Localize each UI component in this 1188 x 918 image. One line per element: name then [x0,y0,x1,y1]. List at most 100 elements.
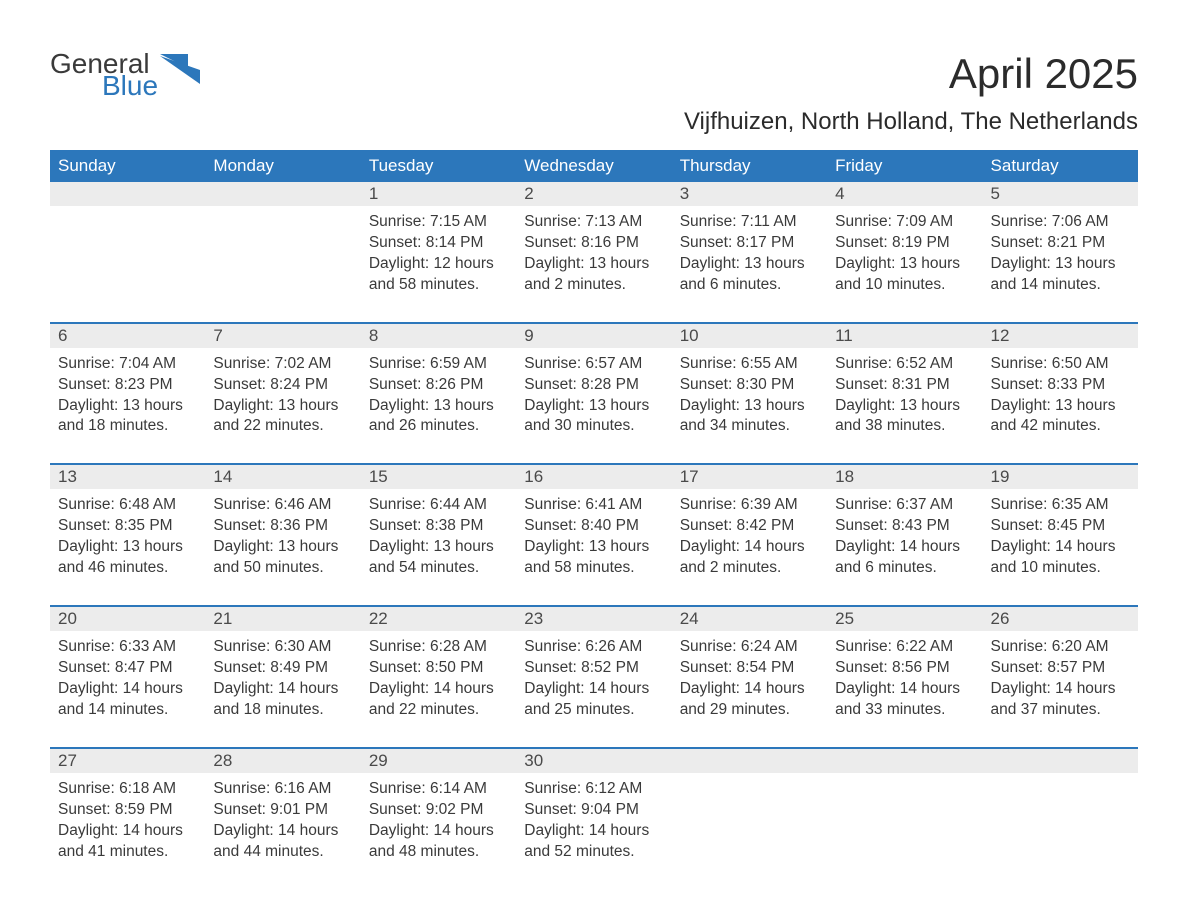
day-cell: Sunrise: 6:14 AMSunset: 9:02 PMDaylight:… [361,773,516,875]
brand-logo: General Blue [50,50,206,100]
sunrise-text: Sunrise: 7:13 AM [524,212,663,233]
day-number: 2 [516,182,671,206]
day-number-row: 6789101112 [50,323,1138,348]
day-number-row: 20212223242526 [50,606,1138,631]
calendar-table: Sunday Monday Tuesday Wednesday Thursday… [50,150,1138,874]
sunrise-text: Sunrise: 6:12 AM [524,779,663,800]
day-number: 1 [361,182,516,206]
daylight-text: Daylight: 14 hours and 33 minutes. [835,679,974,721]
daylight-text: Daylight: 13 hours and 34 minutes. [680,396,819,438]
daylight-text: Daylight: 13 hours and 26 minutes. [369,396,508,438]
day-cell: Sunrise: 6:16 AMSunset: 9:01 PMDaylight:… [205,773,360,875]
day-number: 5 [983,182,1138,206]
page-header: General Blue April 2025 [50,50,1138,100]
day-number-row: 13141516171819 [50,464,1138,489]
day-cell [50,206,205,323]
sunset-text: Sunset: 9:02 PM [369,800,508,821]
weekday-header: Tuesday [361,150,516,182]
day-cell: Sunrise: 6:44 AMSunset: 8:38 PMDaylight:… [361,489,516,606]
sunset-text: Sunset: 8:14 PM [369,233,508,254]
sunset-text: Sunset: 8:31 PM [835,375,974,396]
sunset-text: Sunset: 8:38 PM [369,516,508,537]
daylight-text: Daylight: 13 hours and 42 minutes. [991,396,1130,438]
sunrise-text: Sunrise: 6:30 AM [213,637,352,658]
daylight-text: Daylight: 14 hours and 22 minutes. [369,679,508,721]
sunset-text: Sunset: 8:50 PM [369,658,508,679]
daylight-text: Daylight: 13 hours and 14 minutes. [991,254,1130,296]
daylight-text: Daylight: 13 hours and 10 minutes. [835,254,974,296]
sunset-text: Sunset: 8:23 PM [58,375,197,396]
day-number-row: 12345 [50,182,1138,206]
calendar-body: 12345Sunrise: 7:15 AMSunset: 8:14 PMDayl… [50,182,1138,874]
weekday-header-row: Sunday Monday Tuesday Wednesday Thursday… [50,150,1138,182]
weekday-header: Thursday [672,150,827,182]
day-number: 15 [361,464,516,489]
day-cell: Sunrise: 6:22 AMSunset: 8:56 PMDaylight:… [827,631,982,748]
weekday-header: Saturday [983,150,1138,182]
day-number: 24 [672,606,827,631]
sunrise-text: Sunrise: 6:41 AM [524,495,663,516]
sunset-text: Sunset: 9:04 PM [524,800,663,821]
weekday-header: Monday [205,150,360,182]
sunset-text: Sunset: 8:45 PM [991,516,1130,537]
daylight-text: Daylight: 14 hours and 10 minutes. [991,537,1130,579]
day-number: 11 [827,323,982,348]
sunrise-text: Sunrise: 6:24 AM [680,637,819,658]
day-cell: Sunrise: 7:06 AMSunset: 8:21 PMDaylight:… [983,206,1138,323]
daylight-text: Daylight: 14 hours and 52 minutes. [524,821,663,863]
sunrise-text: Sunrise: 7:06 AM [991,212,1130,233]
day-cell: Sunrise: 6:28 AMSunset: 8:50 PMDaylight:… [361,631,516,748]
sunset-text: Sunset: 8:40 PM [524,516,663,537]
day-number [205,182,360,206]
day-number: 25 [827,606,982,631]
daylight-text: Daylight: 14 hours and 29 minutes. [680,679,819,721]
day-cell: Sunrise: 6:57 AMSunset: 8:28 PMDaylight:… [516,348,671,465]
day-number [983,748,1138,773]
day-cell: Sunrise: 7:02 AMSunset: 8:24 PMDaylight:… [205,348,360,465]
weekday-header: Sunday [50,150,205,182]
sunrise-text: Sunrise: 7:09 AM [835,212,974,233]
day-cell: Sunrise: 7:09 AMSunset: 8:19 PMDaylight:… [827,206,982,323]
sunrise-text: Sunrise: 6:39 AM [680,495,819,516]
daylight-text: Daylight: 13 hours and 6 minutes. [680,254,819,296]
daylight-text: Daylight: 13 hours and 30 minutes. [524,396,663,438]
page-title: April 2025 [949,50,1138,98]
day-cell: Sunrise: 6:50 AMSunset: 8:33 PMDaylight:… [983,348,1138,465]
sunset-text: Sunset: 8:56 PM [835,658,974,679]
day-detail-row: Sunrise: 7:04 AMSunset: 8:23 PM Daylight:… [50,348,1138,465]
day-cell: Sunrise: 7:11 AMSunset: 8:17 PMDaylight:… [672,206,827,323]
sunrise-text: Sunrise: 7:04 AM [58,354,197,375]
sunrise-text: Sunrise: 6:57 AM [524,354,663,375]
day-cell: Sunrise: 6:24 AMSunset: 8:54 PMDaylight:… [672,631,827,748]
sunrise-text: Sunrise: 6:59 AM [369,354,508,375]
day-number: 16 [516,464,671,489]
day-number [50,182,205,206]
day-cell: Sunrise: 6:52 AMSunset: 8:31 PMDaylight:… [827,348,982,465]
day-number: 23 [516,606,671,631]
sunset-text: Sunset: 8:47 PM [58,658,197,679]
sunset-text: Sunset: 9:01 PM [213,800,352,821]
day-number: 6 [50,323,205,348]
day-cell: Sunrise: 6:20 AMSunset: 8:57 PMDaylight:… [983,631,1138,748]
day-number: 19 [983,464,1138,489]
daylight-text: Daylight: 12 hours and 58 minutes. [369,254,508,296]
day-cell: Sunrise: 6:12 AMSunset: 9:04 PMDaylight:… [516,773,671,875]
day-number: 17 [672,464,827,489]
daylight-text: Daylight: 14 hours and 25 minutes. [524,679,663,721]
day-cell: Sunrise: 6:18 AMSunset: 8:59 PMDaylight:… [50,773,205,875]
sunrise-text: Sunrise: 6:46 AM [213,495,352,516]
day-detail-row: Sunrise: 6:33 AMSunset: 8:47 PMDaylight:… [50,631,1138,748]
sunset-text: Sunset: 8:19 PM [835,233,974,254]
day-number: 18 [827,464,982,489]
sunrise-text: Sunrise: 6:44 AM [369,495,508,516]
page-subtitle: Vijfhuizen, North Holland, The Netherlan… [50,108,1138,136]
sunrise-text: Sunrise: 6:55 AM [680,354,819,375]
day-cell: Sunrise: 6:33 AMSunset: 8:47 PMDaylight:… [50,631,205,748]
day-cell: Sunrise: 6:39 AMSunset: 8:42 PMDaylight:… [672,489,827,606]
day-number: 12 [983,323,1138,348]
daylight-text: Daylight: 13 hours and 46 minutes. [58,537,197,579]
daylight-text: Daylight: 14 hours and 41 minutes. [58,821,197,863]
sunrise-text: Sunrise: 6:22 AM [835,637,974,658]
day-cell [983,773,1138,875]
daylight-text: Daylight: 13 hours and 38 minutes. [835,396,974,438]
